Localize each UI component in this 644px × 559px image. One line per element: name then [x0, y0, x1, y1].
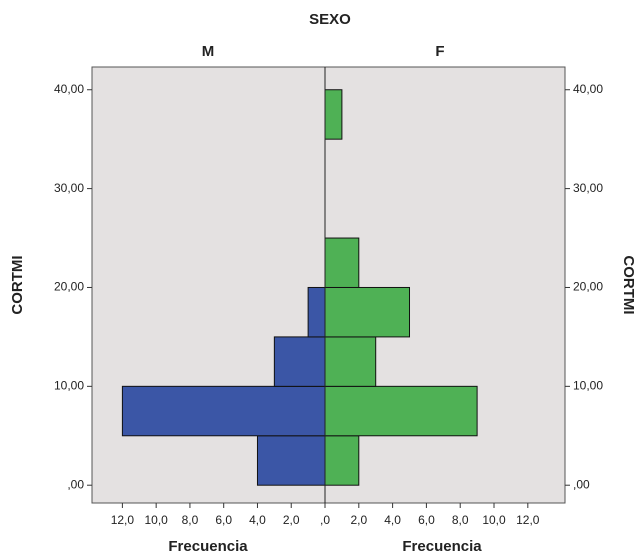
y-tick-label-right: 10,00 — [573, 379, 603, 393]
chart-title: SEXO — [309, 11, 351, 28]
bar — [324, 237, 360, 288]
y-tick-label-right: 30,00 — [573, 181, 603, 195]
panel-label: F — [435, 43, 444, 60]
x-tick-label: 6,0 — [418, 513, 435, 527]
x-tick-label: 4,0 — [249, 513, 266, 527]
y-axis-label-right: CORTMI — [620, 255, 637, 314]
bar — [256, 435, 326, 486]
x-tick-label: 2,0 — [283, 513, 300, 527]
x-tick-label: 8,0 — [452, 513, 469, 527]
y-tick-label-right: 40,00 — [573, 82, 603, 96]
x-tick-label: 10,0 — [482, 513, 506, 527]
bar — [273, 336, 326, 387]
y-tick-label-right: ,00 — [573, 477, 590, 491]
bar — [324, 435, 360, 486]
x-tick-label: 2,0 — [350, 513, 367, 527]
y-tick-label-right: 20,00 — [573, 280, 603, 294]
x-tick-label: 6,0 — [215, 513, 232, 527]
x-tick-label: 12,0 — [516, 513, 540, 527]
bar — [324, 336, 377, 387]
y-tick-label: 30,00 — [54, 181, 84, 195]
x-tick-label: 8,0 — [182, 513, 199, 527]
x-tick-label: ,0 — [320, 513, 330, 527]
bar — [307, 286, 326, 338]
x-axis-label-right: Frecuencia — [402, 538, 482, 555]
y-tick-label: 40,00 — [54, 82, 84, 96]
x-tick-label: 4,0 — [384, 513, 401, 527]
bar — [324, 385, 478, 437]
x-tick-label: 12,0 — [111, 513, 135, 527]
x-tick-label: 10,0 — [144, 513, 168, 527]
y-tick-label: 10,00 — [54, 379, 84, 393]
y-axis-label: CORTMI — [9, 255, 26, 314]
x-axis-label: Frecuencia — [168, 538, 248, 555]
bar — [324, 89, 343, 140]
panel-label: M — [202, 43, 215, 60]
y-tick-label: ,00 — [67, 477, 84, 491]
y-tick-label: 20,00 — [54, 280, 84, 294]
bar — [324, 286, 411, 338]
bar — [121, 385, 326, 437]
